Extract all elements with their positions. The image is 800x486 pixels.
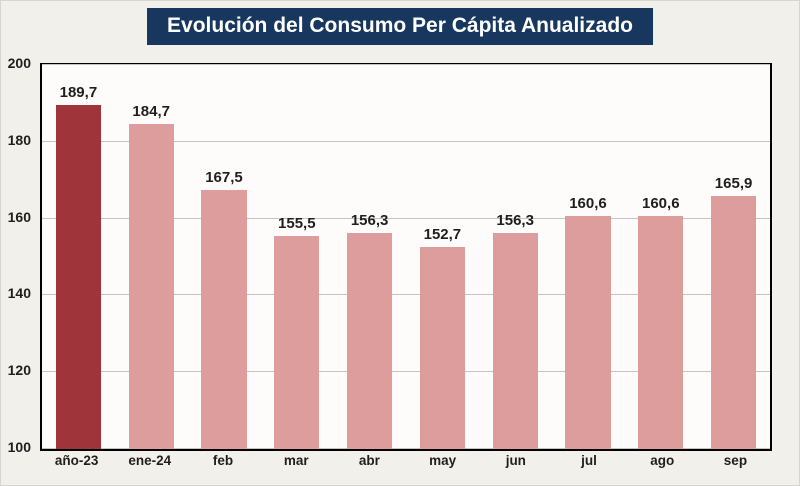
x-category-label: sep (723, 453, 748, 468)
gridline (42, 64, 770, 65)
bar-slot: 167,5 (188, 65, 261, 449)
bar-slot: 165,9 (697, 65, 770, 449)
bar (492, 232, 538, 449)
x-axis-labels: año-23 ene-24 feb mar abr may jun jul ago sep (40, 453, 772, 468)
y-axis-labels: 100 120 140 160 180 200 (0, 55, 34, 455)
y-tick-label: 160 (7, 208, 31, 225)
x-category-label: año-23 (54, 453, 99, 468)
bar-value-label: 160,6 (569, 195, 607, 213)
bar (565, 216, 611, 449)
bar-value-label: 152,7 (423, 225, 462, 243)
bar-slot: 156,3 (479, 65, 552, 449)
x-category-label: ene-24 (128, 453, 172, 468)
chart-title: Evolución del Consumo Per Cápita Anualiz… (167, 14, 633, 37)
x-category-label: abr (358, 453, 380, 468)
bar-value-label: 156,3 (496, 211, 534, 229)
y-tick-label: 180 (7, 131, 31, 148)
bar (419, 246, 465, 449)
bar (347, 232, 393, 449)
bars: 189,7 184,7 167,5 155,5 156,3 152,7 156,3 160,6… (42, 65, 770, 449)
x-category-label: jul (581, 453, 597, 468)
bar-value-label: 189,7 (59, 83, 98, 101)
y-tick-label: 140 (7, 285, 31, 302)
gridline (42, 217, 770, 219)
y-tick-label: 120 (7, 362, 31, 379)
y-tick-label: 100 (7, 439, 31, 455)
x-category-label: may (429, 453, 457, 468)
bar-value-label: 184,7 (132, 102, 170, 120)
bar-slot: 184,7 (115, 65, 188, 449)
x-category-label: mar (283, 453, 309, 468)
bar-value-label: 167,5 (205, 168, 243, 186)
bar-slot: 160,6 (624, 65, 697, 449)
bar-slot: 156,3 (333, 65, 406, 449)
gridline (42, 448, 770, 449)
gridline (42, 140, 770, 142)
gridline (42, 371, 770, 373)
bar (201, 189, 247, 449)
bar-value-label: 156,3 (350, 211, 389, 229)
bar-value-label: 155,5 (278, 214, 316, 232)
bar (638, 216, 684, 449)
bar-slot: 189,7 (42, 65, 115, 449)
bar-value-label: 165,9 (714, 174, 753, 192)
bar (274, 235, 320, 449)
bar (55, 104, 101, 449)
bar-slot: 155,5 (260, 65, 333, 449)
bar-slot: 160,6 (552, 65, 625, 449)
x-category-label: jun (505, 453, 526, 468)
bar (128, 123, 174, 449)
chart-title-banner: Evolución del Consumo Per Cápita Anualiz… (147, 8, 653, 45)
x-category-label: ago (650, 453, 675, 468)
x-category-label: feb (212, 453, 234, 468)
y-tick-label: 200 (7, 55, 31, 71)
bar-slot: 152,7 (406, 65, 479, 449)
plot-area: 189,7 184,7 167,5 155,5 156,3 152,7 156,3 160,6… (40, 63, 772, 451)
bar-value-label: 160,6 (642, 195, 680, 213)
gridline (42, 294, 770, 296)
bar (711, 195, 757, 449)
